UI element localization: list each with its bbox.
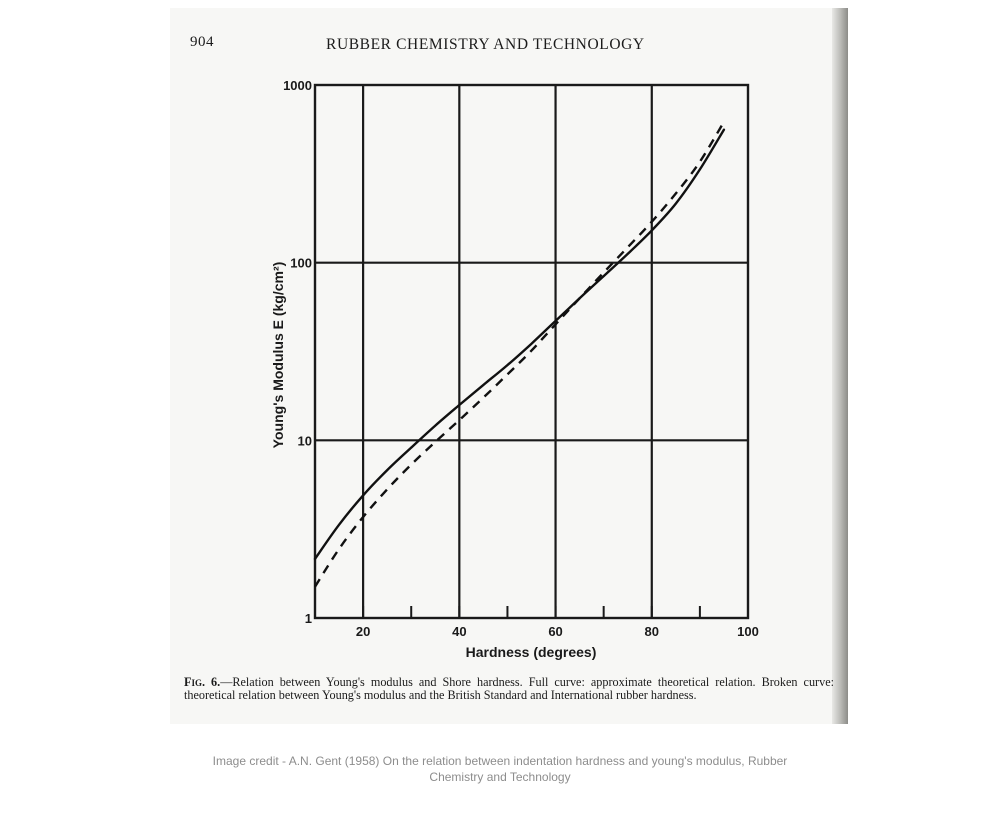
caption-text: —Relation between Young's modulus and Sh…	[184, 675, 834, 702]
axis-ticks: 20 40 60 80 100 1 10 100 1000	[283, 78, 759, 639]
image-credit: Image credit - A.N. Gent (1958) On the r…	[212, 754, 788, 784]
x-axis-label: Hardness (degrees)	[466, 644, 597, 660]
modulus-hardness-chart: 20 40 60 80 100 1 10 100 1000 Hardness (degrees)…	[270, 78, 759, 660]
y-tick-label-10: 10	[298, 433, 312, 448]
broken-curve	[313, 121, 725, 588]
y-axis-label: Young's Modulus E (kg/cm²)	[270, 262, 286, 449]
axis-labels: Hardness (degrees) Young's Modulus E (kg…	[270, 262, 596, 660]
scanned-journal-page: 904 RUBBER CHEMISTRY AND TECHNOLOGY 20 40…	[170, 8, 848, 724]
y-tick-label-100: 100	[290, 256, 312, 271]
journal-title: RUBBER CHEMISTRY AND TECHNOLOGY	[326, 36, 645, 53]
y-tick-label-1: 1	[305, 611, 312, 626]
caption-label: Fig. 6.	[184, 675, 221, 689]
page-binding-edge	[832, 8, 848, 724]
full-curve	[313, 128, 726, 561]
x-tick-label-20: 20	[356, 624, 370, 639]
x-tick-label-80: 80	[645, 624, 659, 639]
x-tick-label-40: 40	[452, 624, 466, 639]
chart-grid	[315, 85, 748, 618]
plot-frame	[313, 83, 750, 620]
x-tick-label-60: 60	[548, 624, 562, 639]
y-tick-label-1000: 1000	[283, 78, 312, 93]
chart-curves	[313, 121, 726, 588]
x-tick-label-100: 100	[737, 624, 759, 639]
chart-frame	[313, 83, 750, 620]
page-number: 904	[190, 34, 214, 50]
figure-caption: Fig. 6.—Relation between Young's modulus…	[184, 676, 834, 701]
